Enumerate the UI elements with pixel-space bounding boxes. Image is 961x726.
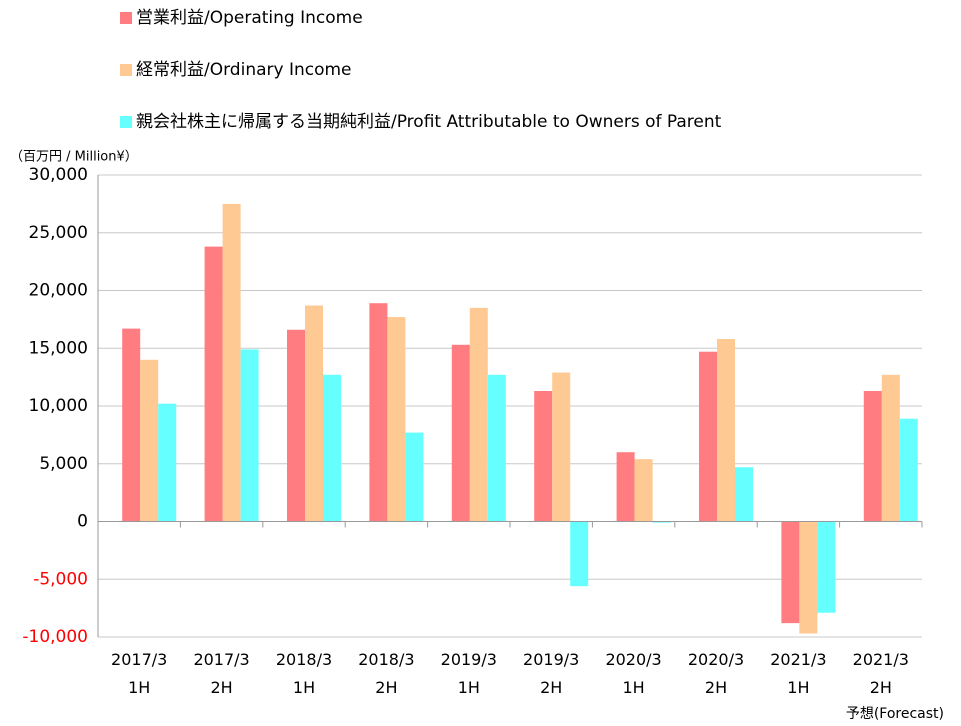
y-tick-label: 25,000 — [29, 223, 88, 243]
bar — [781, 521, 800, 624]
y-tick-label: 10,000 — [29, 396, 88, 416]
bar — [570, 521, 589, 587]
bar — [323, 374, 341, 522]
bar — [158, 403, 177, 522]
x-tick-label: 2019/3 1H — [441, 650, 497, 697]
bar — [534, 390, 553, 522]
legend-swatch — [120, 116, 132, 128]
bar — [817, 521, 836, 613]
bar — [405, 432, 424, 522]
x-tick-label: 2017/3 1H — [111, 650, 167, 697]
bar — [122, 328, 141, 522]
x-tick-label: 2017/3 2H — [193, 650, 249, 697]
legend-swatch — [120, 12, 132, 24]
bar — [863, 390, 882, 522]
x-tick-label: 2021/3 2H — [853, 650, 909, 697]
bar — [387, 317, 406, 522]
x-tick-label: 2020/3 1H — [605, 650, 661, 697]
bar — [652, 521, 671, 523]
bar — [369, 303, 388, 522]
bar — [222, 203, 241, 522]
bar — [240, 349, 259, 522]
bar — [899, 418, 918, 522]
y-tick-label: 30,000 — [29, 165, 88, 185]
legend-label: 営業利益/Operating Income — [136, 8, 363, 28]
bar — [634, 459, 653, 522]
annotation: 予想(Forecast) — [846, 706, 944, 722]
bar — [699, 351, 717, 522]
x-tick-label: 2020/3 2H — [688, 650, 744, 697]
bar — [287, 329, 305, 522]
bar — [799, 521, 818, 634]
y-tick-label: 5,000 — [39, 454, 88, 474]
bar — [140, 359, 159, 522]
y-tick-label: 15,000 — [29, 338, 88, 358]
bar — [305, 305, 323, 522]
x-tick-label: 2019/3 2H — [523, 650, 579, 697]
y-tick-label: -10,000 — [22, 627, 88, 647]
bar — [204, 246, 223, 522]
x-tick-label: 2018/3 2H — [358, 650, 414, 697]
bar — [616, 452, 635, 522]
y-unit-label: （百万円 / Million¥） — [10, 150, 138, 165]
bar — [487, 374, 506, 522]
legend-swatch — [120, 64, 132, 76]
legend-label: 経常利益/Ordinary Income — [136, 60, 352, 80]
bar — [735, 467, 753, 522]
bar — [881, 374, 900, 522]
bar — [552, 372, 571, 522]
bar — [451, 344, 470, 522]
y-tick-label: -5,000 — [33, 569, 88, 589]
x-tick-label: 2018/3 1H — [276, 650, 332, 697]
x-tick-label: 2021/3 1H — [770, 650, 826, 697]
y-tick-label: 0 — [77, 512, 88, 532]
legend-label: 親会社株主に帰属する当期純利益/Profit Attributable to O… — [136, 112, 722, 132]
bar — [469, 307, 488, 522]
y-tick-label: 20,000 — [29, 281, 88, 301]
bar — [717, 339, 735, 522]
